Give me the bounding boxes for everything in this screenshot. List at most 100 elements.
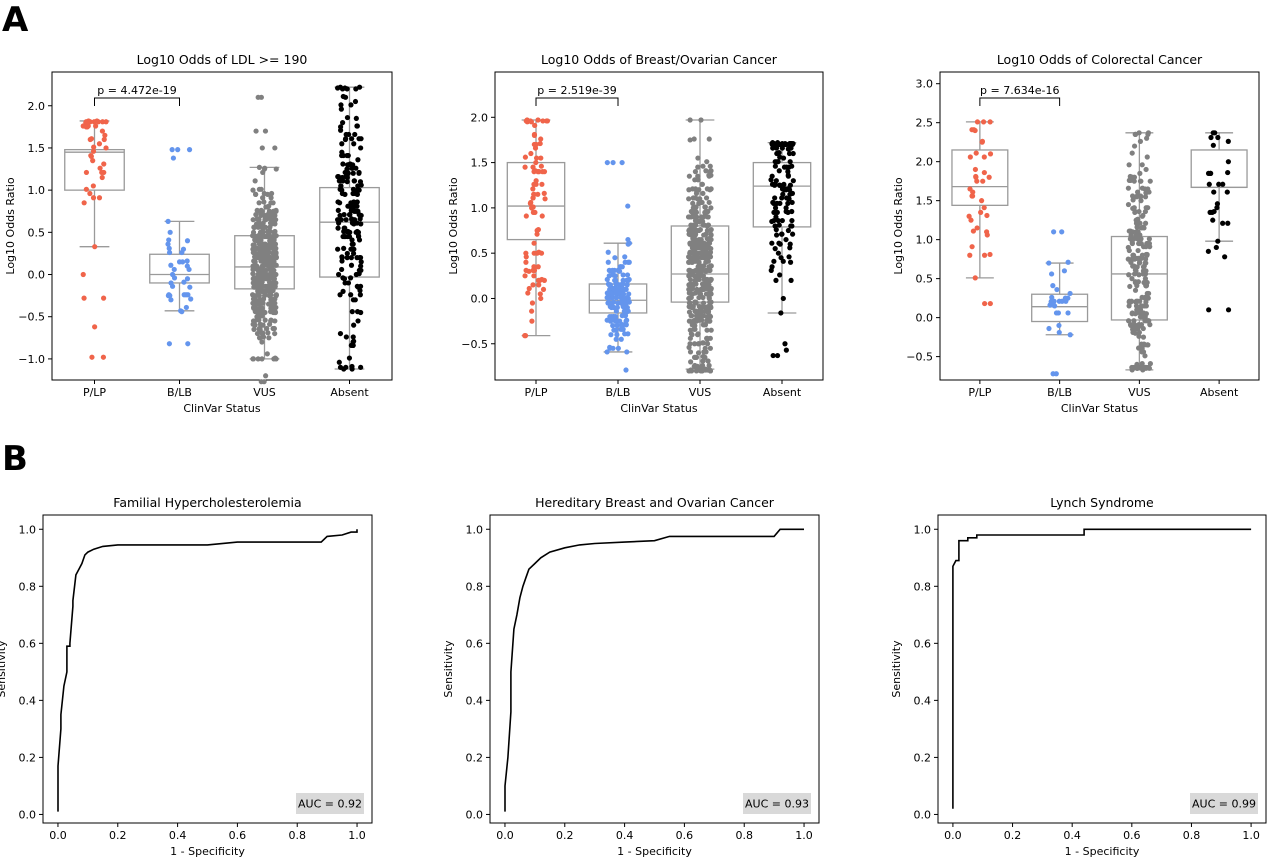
- data-point: [253, 237, 259, 243]
- data-point: [775, 217, 781, 224]
- data-point: [350, 250, 357, 257]
- data-point: [622, 254, 628, 260]
- data-point: [269, 263, 275, 269]
- data-point: [1146, 189, 1152, 195]
- data-point: [353, 115, 359, 122]
- data-point: [1126, 272, 1132, 278]
- data-point: [776, 168, 782, 174]
- data-point: [342, 191, 348, 197]
- iqr-box: [1031, 293, 1089, 323]
- data-point: [100, 354, 107, 360]
- data-point: [342, 94, 349, 100]
- data-point: [338, 127, 344, 133]
- x-tick-label: B/LB: [1047, 386, 1072, 399]
- data-point: [1140, 268, 1147, 274]
- data-point: [538, 250, 545, 256]
- data-point: [337, 364, 344, 370]
- y-tick-label: 0.0: [916, 312, 934, 325]
- data-point: [785, 227, 791, 234]
- data-point: [348, 262, 355, 268]
- y-tick-label: 1.0: [19, 523, 37, 536]
- data-point: [342, 136, 349, 143]
- data-point: [704, 327, 710, 333]
- data-point: [358, 259, 364, 265]
- data-point: [1137, 170, 1143, 176]
- data-point: [686, 173, 692, 179]
- x-tick-label: 1.0: [348, 829, 366, 842]
- data-point: [273, 217, 279, 223]
- data-point: [700, 294, 706, 301]
- data-point: [1130, 197, 1136, 203]
- data-point: [789, 190, 796, 196]
- data-point: [168, 297, 174, 303]
- auc-label: AUC = 0.99: [1192, 798, 1256, 811]
- data-point: [343, 131, 349, 138]
- data-point: [700, 322, 706, 328]
- data-point: [690, 282, 696, 288]
- data-point: [1125, 201, 1132, 208]
- box-chart-3: Log10 Odds of Colorectal Cancer ClinVar S…: [892, 52, 1260, 415]
- data-point: [265, 330, 271, 336]
- data-point: [787, 140, 793, 147]
- data-point: [262, 245, 268, 251]
- data-point: [1126, 228, 1132, 234]
- data-point: [1140, 334, 1147, 340]
- data-point: [1056, 298, 1062, 304]
- data-point: [689, 304, 695, 310]
- data-point: [338, 106, 344, 112]
- data-point: [1133, 255, 1139, 261]
- data-point: [785, 186, 791, 192]
- data-point: [1134, 224, 1140, 230]
- box-absent: [752, 142, 812, 314]
- data-point: [257, 326, 263, 332]
- significance-bracket: [535, 97, 619, 106]
- data-point: [1053, 371, 1059, 377]
- data-point: [165, 218, 171, 224]
- data-point: [786, 254, 792, 260]
- data-point: [1135, 279, 1142, 285]
- data-point: [782, 341, 788, 347]
- data-point: [691, 136, 697, 142]
- data-point: [270, 309, 277, 316]
- y-tick-label: 0.6: [914, 637, 932, 650]
- data-point: [529, 318, 535, 324]
- data-point: [612, 255, 618, 261]
- data-point: [335, 174, 342, 180]
- data-point: [769, 218, 775, 225]
- data-point: [253, 212, 259, 218]
- data-point: [537, 291, 543, 297]
- data-point: [351, 141, 357, 147]
- y-tick-label: −0.5: [461, 338, 488, 351]
- data-point: [1131, 143, 1138, 149]
- data-point: [347, 275, 354, 281]
- data-point: [259, 145, 265, 151]
- data-point: [606, 273, 612, 279]
- data-point: [185, 292, 191, 298]
- data-point: [350, 297, 357, 303]
- data-point: [261, 190, 267, 197]
- y-tick-label: 0.6: [466, 637, 484, 650]
- data-point: [169, 147, 175, 153]
- data-point: [783, 205, 789, 211]
- data-point: [970, 228, 977, 234]
- data-point: [1141, 364, 1147, 371]
- data-point: [250, 271, 256, 277]
- data-point: [980, 119, 987, 125]
- data-point: [698, 214, 705, 220]
- data-point: [341, 245, 347, 251]
- x-tick-label: 0.6: [1123, 829, 1141, 842]
- data-point: [343, 217, 349, 223]
- data-point: [262, 224, 268, 230]
- data-point: [614, 332, 620, 338]
- data-point: [1214, 201, 1221, 207]
- data-point: [355, 318, 361, 324]
- data-point: [1147, 178, 1153, 184]
- data-point: [357, 292, 363, 298]
- data-point: [623, 322, 629, 328]
- data-point: [1142, 260, 1148, 266]
- data-point: [619, 264, 625, 270]
- y-tick-label: 0.2: [19, 751, 37, 764]
- y-tick-label: 0.2: [914, 751, 932, 764]
- data-point: [610, 345, 616, 351]
- data-point: [619, 322, 625, 328]
